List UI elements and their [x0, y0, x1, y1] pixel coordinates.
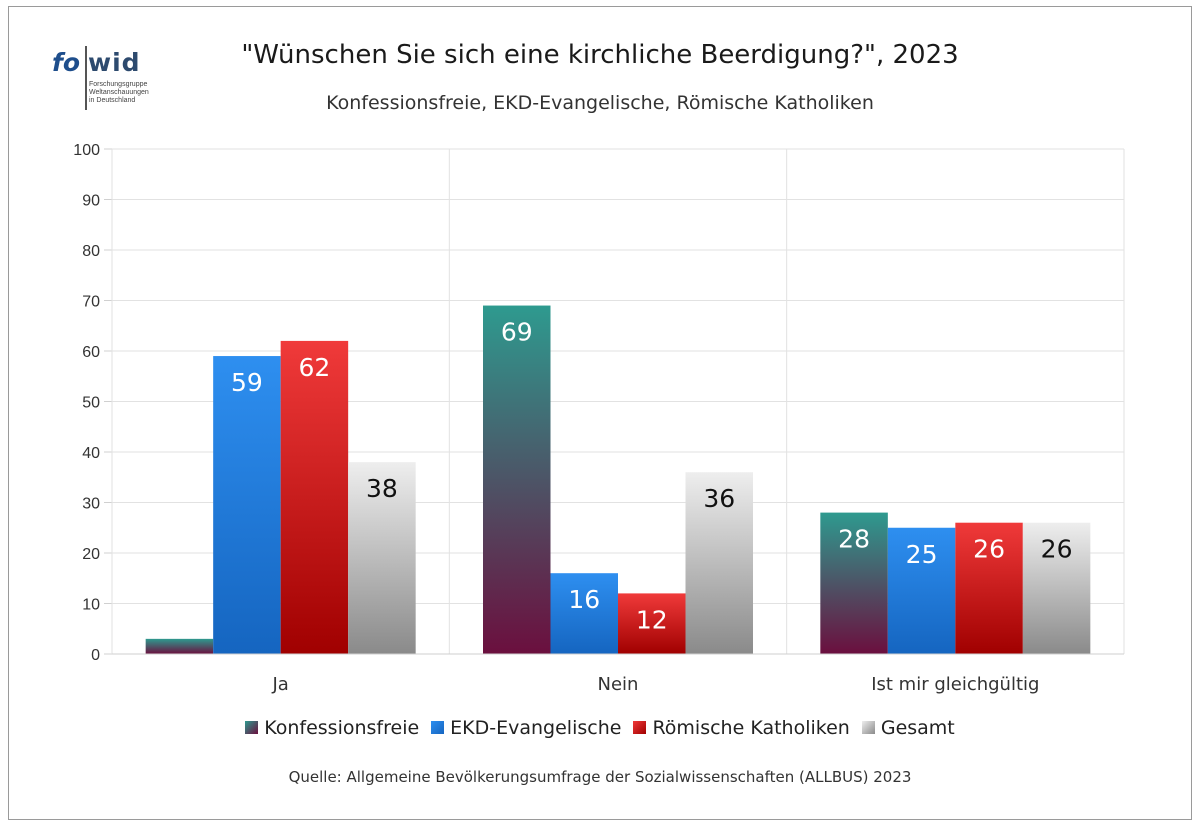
data-label: 38 — [366, 474, 398, 503]
legend-swatch — [245, 720, 259, 734]
logo-divider — [85, 46, 87, 110]
bar — [348, 462, 416, 654]
legend-label: Konfessionsfreie — [264, 716, 420, 739]
data-label: 28 — [838, 525, 870, 554]
y-tick-label: 80 — [82, 243, 100, 260]
x-tick-label: Ist mir gleichgültig — [871, 674, 1039, 695]
data-label: 69 — [501, 318, 533, 347]
y-tick-label: 60 — [82, 344, 100, 361]
y-tick-label: 50 — [82, 395, 100, 412]
legend-label: EKD-Evangelische — [450, 716, 622, 739]
logo-text-fo: fo — [52, 48, 81, 77]
y-tick-label: 0 — [91, 647, 100, 664]
chart-title: "Wünschen Sie sich eine kirchliche Beerd… — [241, 40, 959, 70]
bar — [550, 573, 618, 654]
data-label: 16 — [568, 585, 600, 614]
legend-swatch — [431, 720, 445, 734]
legend-item: Römische Katholiken — [633, 716, 850, 739]
y-tick-label: 30 — [82, 496, 100, 513]
y-tick-label: 20 — [82, 546, 100, 563]
bar — [145, 638, 214, 654]
bar — [213, 356, 281, 654]
data-label: 25 — [906, 540, 938, 569]
legend: Konfessionsfreie EKD-Evangelische Römische… — [0, 716, 1200, 739]
bar — [1022, 522, 1091, 654]
source-note: Quelle: Allgemeine Bevölkerungsumfrage d… — [288, 768, 912, 786]
y-tick-label: 70 — [82, 294, 100, 311]
fowid-logo: fo wid Forschungsgruppe Weltanschauungen… — [52, 40, 182, 112]
bar — [483, 305, 551, 654]
legend-label: Römische Katholiken — [652, 716, 850, 739]
data-label: 62 — [299, 353, 331, 382]
data-label: 26 — [1041, 535, 1073, 564]
y-tick-label: 10 — [82, 597, 100, 614]
data-label: 36 — [703, 484, 735, 513]
logo-subtitle-line: in Deutschland — [89, 97, 136, 104]
bar — [280, 340, 349, 654]
data-label: 59 — [231, 368, 263, 397]
bar — [955, 522, 1023, 654]
chart-subtitle: Konfessionsfreie, EKD-Evangelische, Römi… — [326, 92, 874, 114]
bar — [685, 472, 753, 654]
legend-item: Gesamt — [861, 716, 955, 739]
legend-swatch — [861, 720, 875, 734]
y-tick-label: 90 — [82, 193, 100, 210]
data-label: 12 — [636, 605, 668, 634]
x-tick-label: Nein — [598, 674, 639, 695]
data-label: 26 — [973, 535, 1005, 564]
y-tick-label: 100 — [73, 142, 100, 159]
legend-item: EKD-Evangelische — [431, 717, 621, 739]
bar — [820, 512, 888, 654]
logo-subtitle: Forschungsgruppe Weltanschauungen in Deu… — [89, 81, 149, 105]
logo-text-wid: wid — [88, 48, 141, 77]
bar — [618, 593, 686, 654]
legend-label: Gesamt — [880, 716, 955, 739]
bar — [887, 527, 956, 654]
chart-frame — [8, 6, 1192, 820]
logo-subtitle-line: Weltanschauungen — [89, 89, 149, 96]
x-tick-label: Ja — [271, 674, 288, 695]
legend-swatch — [633, 720, 647, 734]
y-tick-label: 40 — [82, 445, 100, 462]
legend-item: Konfessionsfreie — [245, 717, 419, 739]
logo-subtitle-line: Forschungsgruppe — [89, 81, 148, 88]
